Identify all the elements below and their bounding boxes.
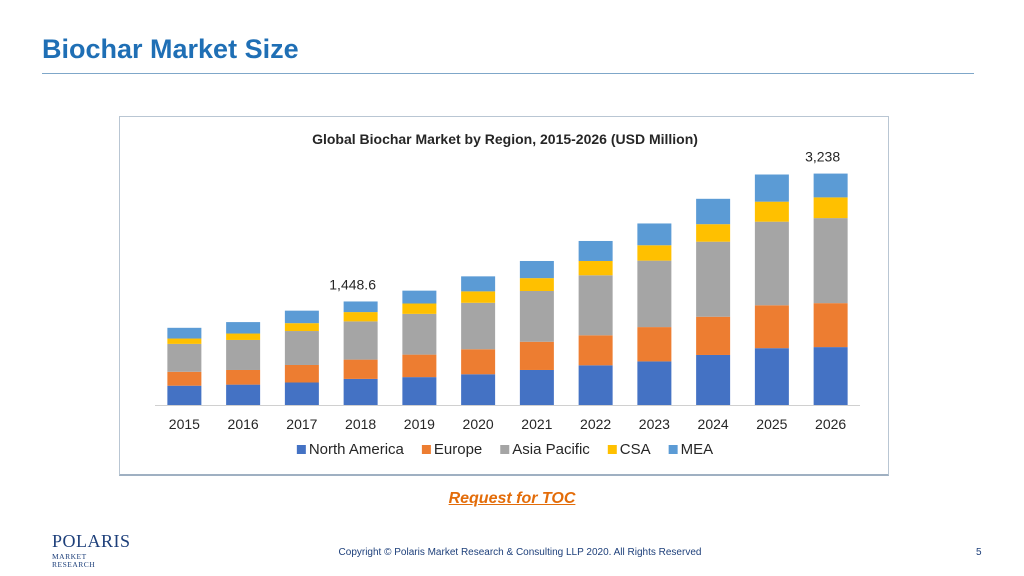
- x-tick-label: 2025: [756, 416, 787, 432]
- bar-segment-2024-csa: [696, 224, 731, 242]
- title-divider: [42, 73, 974, 74]
- x-tick-label: 2026: [815, 416, 846, 432]
- bar-segment-2018-north-america: [343, 378, 378, 405]
- bar-segment-2024-asia-pacific: [696, 241, 731, 317]
- bar-segment-2015-csa: [167, 338, 202, 344]
- bar-segment-2015-asia-pacific: [167, 343, 202, 372]
- bar-segment-2018-csa: [343, 312, 378, 322]
- legend-label-asia-pacific: Asia Pacific: [512, 441, 590, 458]
- bar-segment-2015-mea: [167, 327, 202, 339]
- bar-segment-2019-csa: [402, 303, 437, 314]
- bar-segment-2026-mea: [813, 173, 848, 198]
- chart-legend: North America Europe Asia Pacific CSA MEA: [296, 441, 714, 458]
- legend-label-mea: MEA: [681, 441, 714, 458]
- bar-segment-2022-north-america: [578, 365, 613, 405]
- x-tick-label: 2020: [463, 416, 494, 432]
- data-label-2018: 1,448.6: [329, 276, 376, 292]
- bar-segment-2021-asia-pacific: [519, 291, 554, 342]
- bar-segment-2018-mea: [343, 301, 378, 313]
- bar-segment-2017-csa: [284, 323, 319, 332]
- x-tick-label: 2019: [404, 416, 435, 432]
- legend-label-north-america: North America: [309, 441, 405, 458]
- bar-segment-2017-north-america: [284, 382, 319, 405]
- bar-segment-2021-csa: [519, 278, 554, 292]
- data-label-2026: 3,238: [805, 149, 840, 165]
- x-tick-label: 2015: [169, 416, 200, 432]
- bar-segment-2022-mea: [578, 240, 613, 261]
- bar-segment-2018-europe: [343, 359, 378, 379]
- bar-segment-2017-europe: [284, 364, 319, 383]
- legend-label-europe: Europe: [434, 441, 482, 458]
- request-toc-link[interactable]: Request for TOC: [448, 490, 576, 507]
- x-tick-label: 2017: [286, 416, 317, 432]
- page-number: 5: [976, 547, 982, 558]
- bar-segment-2026-north-america: [813, 347, 848, 405]
- bar-segment-2016-north-america: [226, 384, 261, 405]
- x-tick-label: 2016: [228, 416, 259, 432]
- logo-wordmark: POLARIS: [52, 531, 131, 551]
- bar-segment-2021-mea: [519, 260, 554, 279]
- bar-segment-2017-asia-pacific: [284, 331, 319, 365]
- stacked-bar-chart: Global Biochar Market by Region, 2015-20…: [155, 131, 860, 458]
- legend-swatch-csa: [607, 445, 617, 454]
- bar-segment-2024-europe: [696, 316, 731, 355]
- bar-segment-2020-mea: [461, 276, 496, 292]
- bar-segment-2024-north-america: [696, 354, 731, 405]
- legend-swatch-north-america: [296, 445, 306, 454]
- copyright-notice: Copyright © Polaris Market Research & Co…: [338, 547, 702, 558]
- bar-segment-2019-asia-pacific: [402, 313, 437, 355]
- bar-segment-2019-mea: [402, 290, 437, 304]
- legend-label-csa: CSA: [620, 441, 651, 458]
- bar-segment-2025-europe: [754, 305, 789, 349]
- bar-segment-2020-north-america: [461, 374, 496, 405]
- polaris-logo: POLARIS MARKET RESEARCH: [52, 531, 132, 569]
- bar-segment-2016-mea: [226, 322, 261, 334]
- logo-subtitle: MARKET RESEARCH: [52, 552, 96, 569]
- x-tick-label: 2021: [521, 416, 552, 432]
- x-tick-label: 2022: [580, 416, 611, 432]
- page-title: Biochar Market Size: [42, 34, 299, 64]
- bar-segment-2023-europe: [637, 327, 672, 362]
- bar-segment-2023-mea: [637, 223, 672, 246]
- x-tick-label: 2023: [639, 416, 670, 432]
- x-tick-label: 2024: [698, 416, 729, 432]
- bar-segment-2019-europe: [402, 354, 437, 378]
- bar-segment-2018-asia-pacific: [343, 321, 378, 360]
- bar-segment-2019-north-america: [402, 377, 437, 405]
- bar-segment-2015-europe: [167, 371, 202, 386]
- bar-segment-2020-csa: [461, 291, 496, 303]
- bar-segment-2015-north-america: [167, 385, 202, 405]
- bar-segment-2026-csa: [813, 197, 848, 219]
- bar-segment-2020-asia-pacific: [461, 302, 496, 350]
- bar-segment-2020-europe: [461, 349, 496, 375]
- bar-segment-2016-csa: [226, 333, 261, 340]
- bar-segment-2023-csa: [637, 245, 672, 261]
- bar-segment-2024-mea: [696, 198, 731, 225]
- chart-frame: Global Biochar Market by Region, 2015-20…: [119, 116, 889, 476]
- bar-segment-2023-north-america: [637, 361, 672, 405]
- bar-segment-2026-europe: [813, 303, 848, 348]
- bar-segment-2023-asia-pacific: [637, 260, 672, 328]
- x-tick-label: 2018: [345, 416, 376, 432]
- bar-segment-2021-europe: [519, 341, 554, 370]
- bar-segment-2025-asia-pacific: [754, 221, 789, 306]
- bar-segment-2022-csa: [578, 260, 613, 276]
- bar-segment-2025-north-america: [754, 348, 789, 405]
- bar-segment-2025-csa: [754, 201, 789, 222]
- bar-segment-2022-asia-pacific: [578, 275, 613, 336]
- bar-segment-2016-europe: [226, 369, 261, 385]
- chart-title: Global Biochar Market by Region, 2015-20…: [312, 131, 698, 147]
- legend-swatch-europe: [421, 445, 431, 454]
- bar-segment-2017-mea: [284, 310, 319, 324]
- bar-segment-2025-mea: [754, 174, 789, 202]
- legend-swatch-asia-pacific: [500, 445, 510, 454]
- legend-swatch-mea: [668, 445, 678, 454]
- bar-segment-2016-asia-pacific: [226, 339, 261, 370]
- bar-segment-2026-asia-pacific: [813, 218, 848, 304]
- bar-segment-2021-north-america: [519, 369, 554, 405]
- bar-segment-2022-europe: [578, 335, 613, 366]
